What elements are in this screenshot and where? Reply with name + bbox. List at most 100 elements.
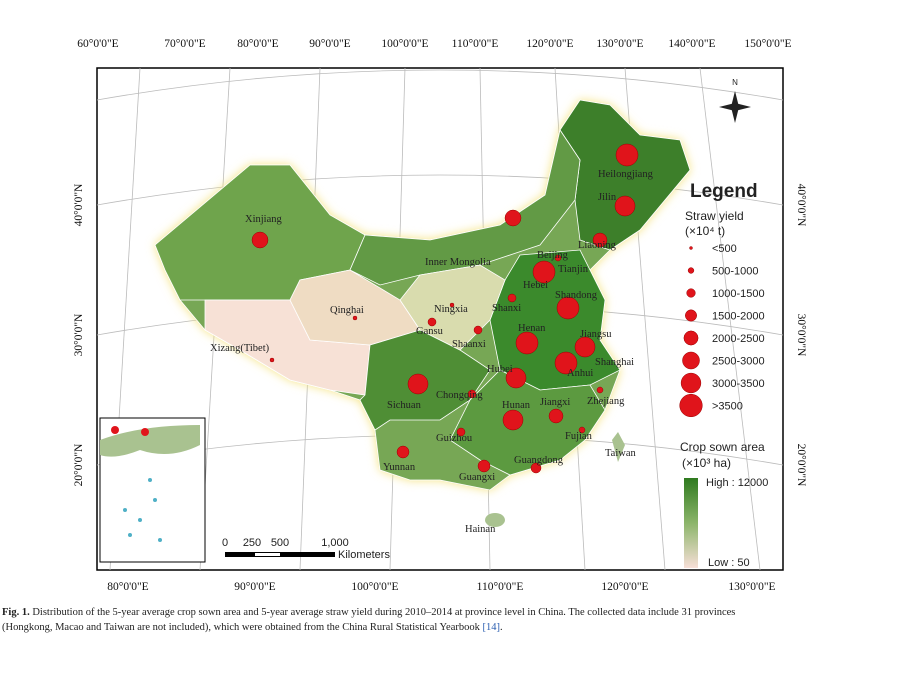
longitude-label: 110°0'0"E [452, 38, 499, 50]
inset-dot [111, 426, 119, 434]
legend-class-label: 3000-3500 [712, 378, 765, 390]
province-label: Shanxi [492, 303, 521, 314]
province-label: Chongqing [436, 390, 483, 401]
province-label: Shanghai [595, 357, 634, 368]
longitude-label: 130°0'0"E [596, 38, 643, 50]
inset-land [100, 425, 200, 457]
province-label: Tianjin [558, 264, 589, 275]
inset-dot [141, 428, 149, 436]
province-label: Taiwan [605, 448, 637, 459]
north-label: N [732, 78, 738, 87]
legend-dot [683, 330, 699, 346]
legend-class-label: 2000-2500 [712, 333, 765, 345]
legend-dot [680, 372, 702, 394]
scale-bar: 0 250 500 1,000 Kilometers [222, 537, 391, 561]
caption-text: Distribution of the 5-year average crop … [32, 607, 735, 618]
inset-islands [123, 478, 162, 542]
latitude-label: 30°0'0"N [795, 314, 807, 357]
latitude-label: 20°0'0"N [73, 443, 85, 486]
province-label: Qinghai [330, 305, 364, 316]
latitude-label: 40°0'0"N [73, 183, 85, 226]
legend-class-label: 1000-1500 [712, 288, 765, 300]
straw-unit: (×10⁴ t) [685, 224, 725, 238]
legend-class-label: 1500-2000 [712, 311, 765, 323]
legend-class-label: 500-1000 [712, 266, 759, 278]
province-label: Liaoning [578, 240, 617, 251]
longitude-label: 100°0'0"E [381, 38, 428, 50]
legend-dot [687, 267, 695, 274]
caption-line: (Hongkong, Macao and Taiwan are not incl… [2, 622, 503, 633]
scale-unit: Kilometers [338, 549, 390, 561]
longitude-label: 80°0'0"E [107, 581, 148, 593]
caption-line: Fig. 1. Distribution of the 5-year avera… [2, 607, 735, 618]
hainan-shape [485, 513, 505, 527]
province-label: Gansu [416, 326, 444, 337]
longitude-label: 90°0'0"E [234, 581, 275, 593]
caption-label: Fig. 1. [2, 607, 30, 618]
straw-dots [251, 143, 639, 474]
longitude-label: 120°0'0"E [601, 581, 648, 593]
province-label: Hebei [523, 280, 548, 291]
caption-text: (Hongkong, Macao and Taiwan are not incl… [2, 622, 481, 633]
legend-title: Legend [690, 181, 758, 202]
province-label: Shaanxi [452, 339, 486, 350]
province-label: Sichuan [387, 400, 422, 411]
latitude-label: 40°0'0"N [795, 184, 807, 227]
province-label: Guangxi [459, 472, 495, 483]
scale-tick: 1,000 [321, 537, 349, 549]
legend-dot [682, 351, 700, 370]
longitude-label: 80°0'0"E [237, 38, 278, 50]
latitude-label: 20°0'0"N [795, 444, 807, 487]
province-label: Fujian [565, 431, 593, 442]
province-label: Anhui [567, 368, 593, 379]
province-label: Yunnan [383, 462, 416, 473]
map-labels: Heilongjiang Jilin Liaoning Xinjiang Inner M… [210, 169, 654, 535]
caption-end: . [500, 622, 503, 633]
province-label: Inner Mongolia [425, 257, 491, 268]
province-label: Zhejiang [587, 396, 625, 407]
legend-class-label: >3500 [712, 401, 743, 413]
legend-dot [686, 288, 696, 298]
province-label: Henan [518, 323, 546, 334]
area-title: Crop sown area [680, 440, 765, 454]
longitude-label: 150°0'0"E [744, 38, 791, 50]
area-low: Low : 50 [708, 557, 750, 569]
legend: Legend Straw yield (×10⁴ t) <500 500-1000… [679, 181, 768, 569]
caption-ref[interactable]: [14] [483, 622, 501, 633]
longitude-label: 100°0'0"E [351, 581, 398, 593]
scale-tick: 0 [222, 537, 228, 549]
longitude-label: 60°0'0"E [77, 38, 118, 50]
province-label: Hubei [487, 364, 513, 375]
legend-class-label: 2500-3000 [712, 356, 765, 368]
north-arrow: N [719, 78, 751, 123]
taiwan-shape [612, 432, 625, 462]
province-label: Xizang(Tibet) [210, 343, 270, 354]
area-unit: (×10³ ha) [682, 456, 731, 470]
province-label: Hainan [465, 524, 496, 535]
straw-title: Straw yield [685, 209, 744, 223]
longitude-label: 70°0'0"E [164, 38, 205, 50]
scale-tick: 500 [271, 537, 289, 549]
province-label: Guangdong [514, 455, 564, 466]
area-ramp [684, 478, 698, 568]
longitude-label: 140°0'0"E [668, 38, 715, 50]
area-high: High : 12000 [706, 477, 768, 489]
province-label: Hunan [502, 400, 531, 411]
longitude-label: 90°0'0"E [309, 38, 350, 50]
province-label: Jiangsu [580, 329, 612, 340]
scale-tick: 250 [243, 537, 261, 549]
longitude-label: 130°0'0"E [728, 581, 775, 593]
province-label: Shandong [555, 290, 598, 301]
legend-dot [685, 309, 697, 322]
province-label: Beijing [537, 250, 569, 261]
legend-class-label: <500 [712, 243, 737, 255]
province-label: Jilin [598, 192, 617, 203]
longitude-label: 110°0'0"E [477, 581, 524, 593]
province-label: Ningxia [434, 304, 468, 315]
legend-dot [689, 246, 693, 250]
province-label: Heilongjiang [598, 169, 654, 180]
province-label: Guizhou [436, 433, 473, 444]
legend-dot [679, 393, 703, 418]
province-label: Jiangxi [540, 397, 570, 408]
